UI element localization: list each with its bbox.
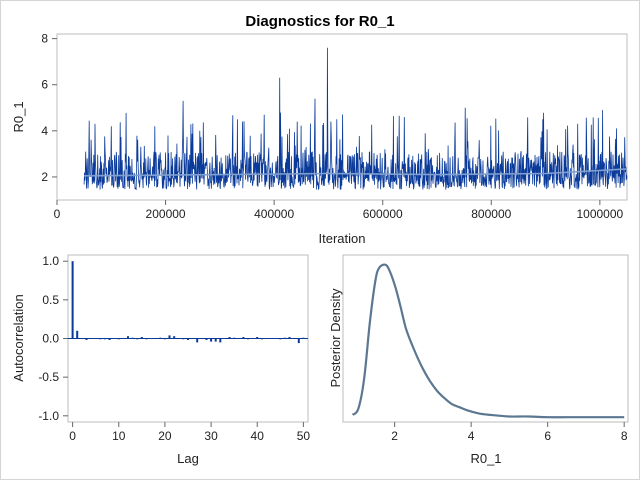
density-x-tick-label: 2: [391, 429, 398, 443]
density-x-ticks: 2 4 6 8: [391, 422, 628, 443]
density-panel: 2 4 6 8 R0_1 Posterior Density: [328, 254, 629, 466]
autocorrelation-bar: [279, 338, 282, 340]
autocorrelation-bar: [182, 338, 185, 340]
trace-x-tick-label: 1000000: [576, 207, 623, 221]
autocorrelation-bar: [76, 330, 79, 339]
autocorrelation-bar: [293, 338, 296, 339]
autocorrelation-bar: [256, 337, 259, 339]
autocorrelation-bar: [247, 338, 249, 340]
autocorrelation-bar: [228, 337, 231, 339]
autocorrelation-y-axis-label: Autocorrelation: [11, 294, 26, 381]
autocorrelation-bar: [265, 338, 268, 339]
autocorrelation-bar: [205, 338, 208, 340]
density-plot-area: [342, 254, 629, 423]
autocorrelation-bar: [131, 337, 134, 339]
autocorrelation-bar: [274, 338, 277, 339]
autocorrelation-x-tick-label: 10: [112, 429, 126, 443]
autocorrelation-bar: [177, 338, 180, 339]
autocorrelation-panel: 0 10 20 30 40 50 1.0 0.5 0.0 -0.5 -1.0 Lag Autoco…: [11, 254, 310, 466]
autocorrelation-bar: [168, 335, 171, 339]
autocorrelation-bar: [233, 337, 236, 339]
autocorrelation-bar: [283, 337, 286, 339]
trace-plot-area: [56, 33, 628, 201]
density-x-tick-label: 4: [468, 429, 475, 443]
autocorrelation-bars: [71, 261, 305, 344]
autocorrelation-bar: [187, 338, 189, 340]
autocorrelation-x-tick-label: 40: [251, 429, 265, 443]
autocorrelation-x-tick-label: 0: [69, 429, 76, 443]
autocorrelation-bar: [260, 338, 263, 340]
autocorrelation-bar: [237, 338, 240, 339]
trace-x-tick-label: 600000: [363, 207, 403, 221]
autocorrelation-bar: [71, 261, 74, 339]
autocorrelation-bar: [223, 338, 226, 339]
autocorrelation-bar: [90, 338, 93, 339]
autocorrelation-bar: [210, 338, 213, 342]
autocorrelation-bar: [173, 336, 176, 339]
trace-y-tick-label: 6: [41, 78, 48, 92]
trace-x-axis-label: Iteration: [319, 231, 366, 246]
autocorrelation-bar: [297, 338, 300, 344]
autocorrelation-bar: [80, 338, 83, 339]
autocorrelation-bar: [140, 337, 143, 339]
autocorrelation-bar: [85, 338, 88, 340]
trace-y-tick-label: 2: [41, 170, 48, 184]
density-x-tick-label: 8: [621, 429, 628, 443]
trace-x-ticks: 0 200000 400000 600000 800000 1000000: [54, 200, 624, 221]
trace-y-axis-label: R0_1: [11, 101, 26, 132]
autocorrelation-bar: [288, 337, 291, 339]
autocorrelation-bar: [99, 338, 102, 340]
trace-y-ticks: 2 4 6 8: [41, 32, 57, 184]
autocorrelation-bar: [191, 338, 194, 339]
trace-series-line: [83, 47, 628, 191]
autocorrelation-y-tick-label: -0.5: [38, 370, 59, 384]
autocorrelation-x-axis-label: Lag: [177, 451, 199, 466]
autocorrelation-y-tick-label: 1.0: [42, 254, 59, 268]
autocorrelation-y-tick-label: 0.0: [42, 332, 59, 346]
autocorrelation-y-tick-label: -1.0: [38, 409, 59, 423]
trace-x-tick-label: 0: [54, 207, 61, 221]
autocorrelation-x-tick-label: 50: [297, 429, 311, 443]
autocorrelation-bar: [214, 338, 217, 342]
autocorrelation-bar: [242, 337, 245, 339]
density-x-tick-label: 6: [544, 429, 551, 443]
autocorrelation-bar: [270, 338, 273, 339]
autocorrelation-x-tick-label: 20: [158, 429, 172, 443]
autocorrelation-bar: [302, 337, 305, 339]
autocorrelation-bar: [154, 338, 157, 339]
autocorrelation-bar: [145, 338, 148, 340]
trace-y-tick-label: 4: [41, 124, 48, 138]
autocorrelation-bar: [103, 338, 106, 340]
autocorrelation-bar: [113, 338, 116, 339]
trace-x-tick-label: 200000: [146, 207, 186, 221]
autocorrelation-bar: [196, 338, 199, 343]
density-x-axis-label: R0_1: [470, 451, 501, 466]
chart-title: Diagnostics for R0_1: [245, 13, 394, 30]
autocorrelation-bar: [219, 338, 222, 343]
autocorrelation-y-tick-label: 0.5: [42, 293, 59, 307]
autocorrelation-bar: [117, 338, 120, 340]
autocorrelation-bar: [127, 336, 129, 339]
trace-y-tick-label: 8: [41, 32, 48, 46]
autocorrelation-bar: [159, 337, 162, 339]
density-y-axis-label: Posterior Density: [328, 288, 343, 387]
autocorrelation-bar: [200, 338, 203, 339]
autocorrelation-bar: [150, 338, 153, 339]
trace-smooth-line: [84, 168, 628, 177]
autocorrelation-x-tick-label: 30: [204, 429, 218, 443]
autocorrelation-y-ticks: 1.0 0.5 0.0 -0.5 -1.0: [38, 254, 68, 423]
autocorrelation-bar: [136, 338, 139, 340]
autocorrelation-x-ticks: 0 10 20 30 40 50: [69, 422, 310, 443]
trace-x-tick-label: 800000: [471, 207, 511, 221]
trace-panel: 0 200000 400000 600000 800000 1000000 2 4 6 8 It…: [11, 32, 628, 246]
autocorrelation-bar: [94, 338, 97, 339]
autocorrelation-bar: [251, 338, 254, 339]
autocorrelation-bar: [163, 338, 166, 340]
autocorrelation-bar: [108, 338, 111, 340]
autocorrelation-bar: [122, 338, 125, 339]
trace-x-tick-label: 400000: [254, 207, 294, 221]
density-curve: [351, 263, 625, 419]
